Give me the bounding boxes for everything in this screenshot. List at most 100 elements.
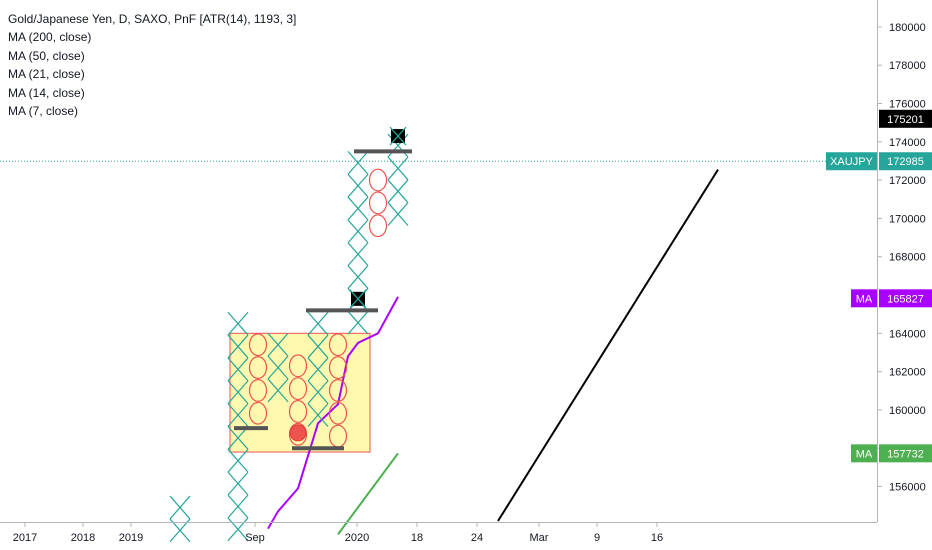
o-box xyxy=(368,214,388,238)
x-box xyxy=(227,517,249,542)
o-box xyxy=(248,378,268,402)
y-tick-label: 178000 xyxy=(889,60,926,72)
y-tick-label: 176000 xyxy=(889,99,926,111)
o-box xyxy=(328,333,348,357)
x-box xyxy=(347,265,369,289)
marker-layer xyxy=(289,126,407,442)
series-line-2 xyxy=(497,169,719,522)
price-badge-label: MA xyxy=(856,448,873,460)
legend-item-ma21[interactable]: MA (21, close) xyxy=(8,67,85,82)
price-badge-value: 175201 xyxy=(887,114,924,126)
price-badge-label-bg xyxy=(851,289,877,308)
x-tick-label: 2018 xyxy=(71,532,95,544)
legend-item-ma14[interactable]: MA (14, close) xyxy=(8,85,85,100)
y-tick-label: 170000 xyxy=(889,213,926,225)
o-box xyxy=(288,400,308,423)
y-tick-label: 162000 xyxy=(889,367,926,379)
x-box xyxy=(347,242,369,266)
box-layer xyxy=(169,133,409,543)
x-box xyxy=(347,196,369,221)
o-box xyxy=(368,168,388,192)
legend-item-ma200[interactable]: MA (200, close) xyxy=(8,30,92,45)
x-tick-label: 2019 xyxy=(119,532,143,544)
price-badge-0: 175201 xyxy=(879,109,932,128)
price-badge-1: 172985 XAUJPY xyxy=(826,152,932,171)
x-box xyxy=(227,448,249,473)
x-box xyxy=(227,494,249,519)
x-box xyxy=(387,179,409,204)
x-box xyxy=(227,426,249,450)
o-box xyxy=(328,378,348,402)
badge-layer: 175201 172985 XAUJPY 165827 MA 157732 MA xyxy=(826,109,932,463)
x-box xyxy=(227,380,249,405)
o-box xyxy=(248,333,268,357)
legend-item-ma7[interactable]: MA (7, close) xyxy=(8,103,79,118)
x-box xyxy=(347,310,369,335)
x-tick-label: 2020 xyxy=(345,532,369,544)
y-tick-label: 174000 xyxy=(889,137,926,149)
x-box xyxy=(347,173,369,198)
x-box xyxy=(227,471,249,496)
x-box xyxy=(227,311,249,336)
o-box xyxy=(328,401,348,425)
y-tick-label: 180000 xyxy=(889,22,926,34)
y-tick-label: 164000 xyxy=(889,328,926,340)
x-box xyxy=(267,378,289,403)
x-tick-label: 18 xyxy=(411,532,423,544)
y-tick-label: 156000 xyxy=(889,482,926,494)
support-lines-layer xyxy=(234,149,412,451)
x-box xyxy=(307,311,329,336)
x-tick-label: Mar xyxy=(530,532,549,544)
price-badge-value-bg xyxy=(879,444,932,463)
series-line-0 xyxy=(267,296,399,530)
crossed-box-marker xyxy=(349,289,367,309)
x-box xyxy=(387,156,409,181)
legend-title[interactable]: Gold/Japanese Yen, D, SAXO, PnF [ATR(14)… xyxy=(8,12,297,26)
o-box xyxy=(288,422,308,446)
price-badge-value-bg xyxy=(879,152,932,171)
x-box xyxy=(227,357,249,382)
x-tick-label: 24 xyxy=(471,532,483,544)
x-box xyxy=(307,403,329,427)
x-tick-label: 2017 xyxy=(13,532,37,544)
x-box xyxy=(307,357,329,382)
price-badge-3: 157732 MA xyxy=(851,444,932,463)
x-box xyxy=(227,403,249,427)
x-box xyxy=(267,332,289,357)
price-badge-label-bg xyxy=(826,152,877,171)
crossed-box-marker xyxy=(389,126,407,146)
price-badge-value-bg xyxy=(879,289,932,308)
legend: Gold/Japanese Yen, D, SAXO, PnF [ATR(14)… xyxy=(8,10,296,120)
ma-layer xyxy=(267,169,719,535)
price-badge-value: 172985 xyxy=(887,156,924,168)
o-box xyxy=(248,401,268,425)
x-tick-label: 16 xyxy=(651,532,663,544)
o-box xyxy=(368,191,388,215)
x-box xyxy=(387,202,409,226)
x-box xyxy=(169,495,191,520)
price-badge-value-bg xyxy=(879,109,932,128)
y-tick-label: 160000 xyxy=(889,405,926,417)
series-line-1 xyxy=(337,452,399,535)
y-tick-label: 172000 xyxy=(889,175,926,187)
x-tick-label: Sep xyxy=(245,532,265,544)
legend-item-ma50[interactable]: MA (50, close) xyxy=(8,48,85,63)
x-box xyxy=(227,334,249,359)
filled-o-marker xyxy=(289,424,307,442)
x-box xyxy=(267,355,289,380)
price-badge-label: XAUJPY xyxy=(830,156,873,168)
y-tick-label: 168000 xyxy=(889,252,926,264)
x-tick-label: 9 xyxy=(594,532,600,544)
x-box xyxy=(347,219,369,244)
x-box xyxy=(307,380,329,405)
o-box xyxy=(288,354,308,378)
price-badge-value: 157732 xyxy=(887,448,924,460)
o-box xyxy=(248,356,268,379)
x-box xyxy=(347,150,369,175)
o-box xyxy=(328,356,348,379)
price-badge-label: MA xyxy=(856,293,873,305)
o-box xyxy=(288,377,308,401)
